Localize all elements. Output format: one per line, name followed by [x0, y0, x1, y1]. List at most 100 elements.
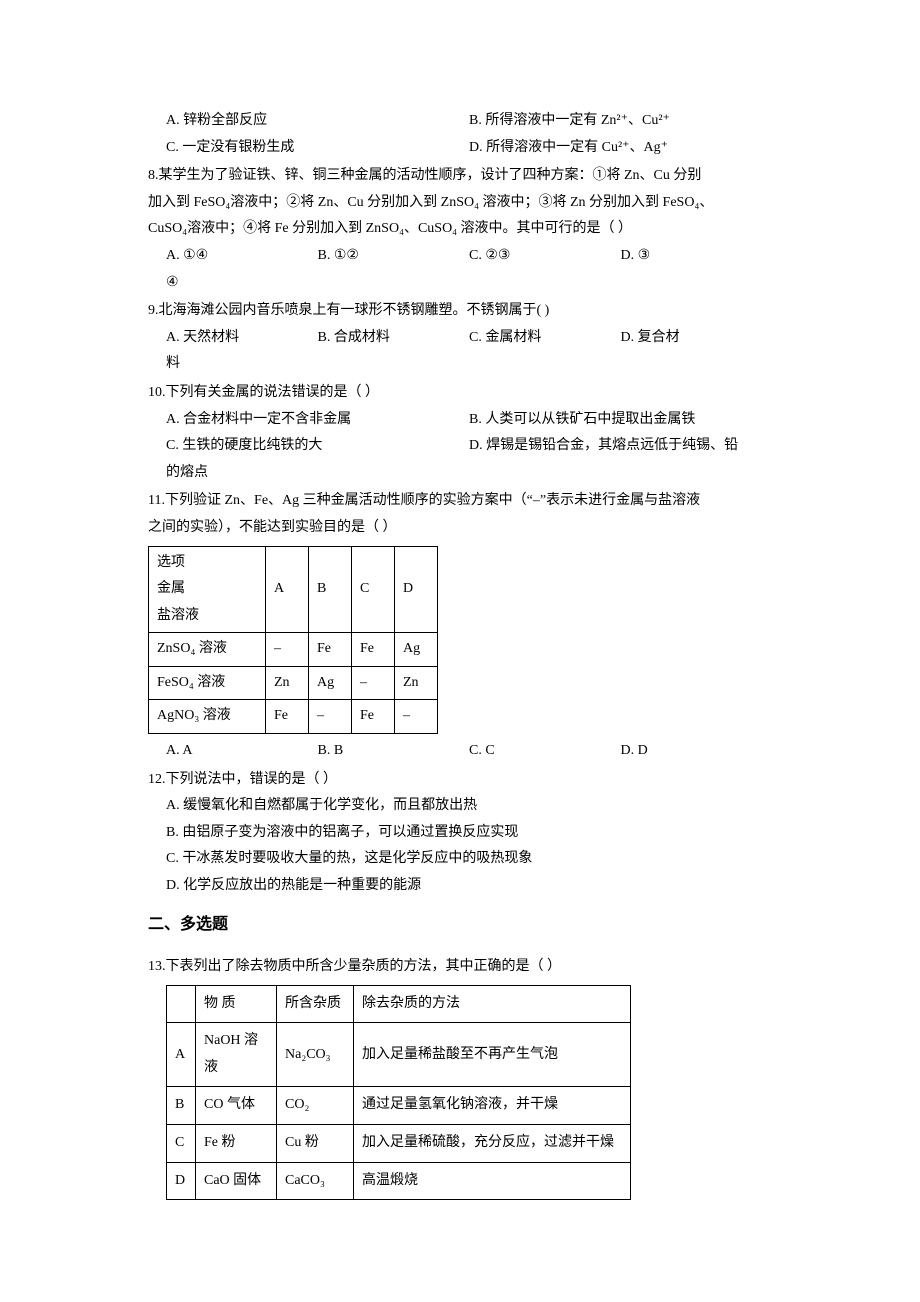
q8-stem-line2: 加入到 FeSO₄溶液中；②将 Zn、Cu 分别加入到 ZnSO₄ 溶液中；③将… — [148, 190, 772, 217]
q9-option-a: A. 天然材料 — [166, 325, 318, 352]
q11-option-a: A. A — [166, 738, 318, 765]
q8-option-b: B. ①② — [318, 243, 470, 270]
q12-option-d: D. 化学反应放出的热能是一种重要的能源 — [148, 873, 772, 900]
table-row: C Fe 粉 Cu 粉 加入足量稀硫酸，充分反应，过滤并干燥 — [167, 1124, 631, 1162]
q13-row-c-key: C — [167, 1124, 196, 1162]
q12: 12.下列说法中，错误的是（ ） A. 缓慢氧化和自燃都属于化学变化，而且都放出… — [148, 767, 772, 900]
q10-option-a: A. 合金材料中一定不含非金属 — [166, 407, 469, 434]
q12-stem: 12.下列说法中，错误的是（ ） — [148, 767, 772, 794]
q13-row-d-method: 高温煅烧 — [354, 1162, 631, 1200]
q11-row1-c: – — [352, 666, 395, 700]
q10-option-d-cont: 的熔点 — [148, 460, 772, 487]
q7-options: A. 锌粉全部反应 B. 所得溶液中一定有 Zn²⁺、Cu²⁺ C. 一定没有银… — [148, 108, 772, 161]
q11-row1-b: Ag — [309, 666, 352, 700]
q10-option-c: C. 生铁的硬度比纯铁的大 — [166, 433, 469, 460]
table-row: 选项 金属 盐溶液 A B C D — [149, 546, 438, 633]
q9: 9.北海海滩公园内音乐喷泉上有一球形不锈钢雕塑。不锈钢属于( ) A. 天然材料… — [148, 298, 772, 378]
q11-header-d: D — [395, 546, 438, 633]
q8-option-c: C. ②③ — [469, 243, 621, 270]
q11-row2-b: – — [309, 700, 352, 734]
table-row: AgNO₃ 溶液 Fe – Fe – — [149, 700, 438, 734]
q11-option-c: C. C — [469, 738, 621, 765]
q8-option-d-cont: ④ — [148, 270, 772, 297]
q9-option-b: B. 合成材料 — [318, 325, 470, 352]
table-row: A NaOH 溶液 Na₂CO₃ 加入足量稀盐酸至不再产生气泡 — [167, 1023, 631, 1087]
q11: 11.下列验证 Zn、Fe、Ag 三种金属活动性顺序的实验方案中（“–”表示未进… — [148, 488, 772, 764]
q12-option-b: B. 由铝原子变为溶液中的铝离子，可以通过置换反应实现 — [148, 820, 772, 847]
q7-option-a: A. 锌粉全部反应 — [166, 108, 469, 135]
q13-header-method: 除去杂质的方法 — [354, 985, 631, 1023]
table-row: 物 质 所含杂质 除去杂质的方法 — [167, 985, 631, 1023]
q13-table: 物 质 所含杂质 除去杂质的方法 A NaOH 溶液 Na₂CO₃ 加入足量稀盐… — [166, 985, 631, 1201]
q13-header-blank — [167, 985, 196, 1023]
q11-row0-c: Fe — [352, 633, 395, 667]
q7-option-b: B. 所得溶液中一定有 Zn²⁺、Cu²⁺ — [469, 108, 772, 135]
q8: 8.某学生为了验证铁、锌、铜三种金属的活动性顺序，设计了四种方案：①将 Zn、C… — [148, 163, 772, 296]
q13-row-c-sub: Fe 粉 — [196, 1124, 277, 1162]
q13-row-d-sub: CaO 固体 — [196, 1162, 277, 1200]
q12-option-a: A. 缓慢氧化和自燃都属于化学变化，而且都放出热 — [148, 793, 772, 820]
q11-row0-a: – — [266, 633, 309, 667]
q11-row2-c: Fe — [352, 700, 395, 734]
q11-stem-line2: 之间的实验），不能达到实验目的是（ ） — [148, 515, 772, 542]
q13-header-impurity: 所含杂质 — [277, 985, 354, 1023]
q11-row1-d: Zn — [395, 666, 438, 700]
q13-row-b-key: B — [167, 1087, 196, 1125]
q13-row-c-method: 加入足量稀硫酸，充分反应，过滤并干燥 — [354, 1124, 631, 1162]
q9-option-c: C. 金属材料 — [469, 325, 621, 352]
q7-option-d: D. 所得溶液中一定有 Cu²⁺、Ag⁺ — [469, 135, 772, 162]
q13-stem: 13.下表列出了除去物质中所含少量杂质的方法，其中正确的是（ ） — [148, 954, 772, 981]
q11-stem-line1: 11.下列验证 Zn、Fe、Ag 三种金属活动性顺序的实验方案中（“–”表示未进… — [148, 488, 772, 515]
q11-header-b: B — [309, 546, 352, 633]
exam-page: A. 锌粉全部反应 B. 所得溶液中一定有 Zn²⁺、Cu²⁺ C. 一定没有银… — [0, 0, 920, 1264]
q13-row-a-imp: Na₂CO₃ — [277, 1023, 354, 1087]
q7-option-c: C. 一定没有银粉生成 — [166, 135, 469, 162]
q13-row-b-imp: CO₂ — [277, 1087, 354, 1125]
q13-row-b-sub: CO 气体 — [196, 1087, 277, 1125]
q11-header-a: A — [266, 546, 309, 633]
q11-option-d: D. D — [621, 738, 773, 765]
q11-table: 选项 金属 盐溶液 A B C D ZnSO₄ 溶液 – Fe Fe Ag Fe… — [148, 546, 438, 735]
table-row: D CaO 固体 CaCO₃ 高温煅烧 — [167, 1162, 631, 1200]
q10-options: A. 合金材料中一定不含非金属 B. 人类可以从铁矿石中提取出金属铁 C. 生铁… — [148, 407, 772, 460]
q11-header-corner: 选项 金属 盐溶液 — [149, 546, 266, 633]
q10: 10.下列有关金属的说法错误的是（ ） A. 合金材料中一定不含非金属 B. 人… — [148, 380, 772, 486]
q8-stem-line1: 8.某学生为了验证铁、锌、铜三种金属的活动性顺序，设计了四种方案：①将 Zn、C… — [148, 163, 772, 190]
q13-row-b-method: 通过足量氢氧化钠溶液，并干燥 — [354, 1087, 631, 1125]
q13-row-d-key: D — [167, 1162, 196, 1200]
q11-option-b: B. B — [318, 738, 470, 765]
q11-row1-a: Zn — [266, 666, 309, 700]
q13-row-c-imp: Cu 粉 — [277, 1124, 354, 1162]
q11-options: A. A B. B C. C D. D — [148, 738, 772, 765]
q11-row0-label: ZnSO₄ 溶液 — [149, 633, 266, 667]
q11-row2-label: AgNO₃ 溶液 — [149, 700, 266, 734]
q8-option-a: A. ①④ — [166, 243, 318, 270]
q9-options: A. 天然材料 B. 合成材料 C. 金属材料 D. 复合材 — [148, 325, 772, 352]
q9-option-d: D. 复合材 — [621, 325, 773, 352]
q13: 13.下表列出了除去物质中所含少量杂质的方法，其中正确的是（ ） 物 质 所含杂… — [148, 954, 772, 1200]
q10-option-d: D. 焊锡是锡铅合金，其熔点远低于纯锡、铅 — [469, 433, 772, 460]
q9-option-d-cont: 料 — [148, 351, 772, 378]
q11-header-c: C — [352, 546, 395, 633]
q13-row-a-sub: NaOH 溶液 — [196, 1023, 277, 1087]
q11-row2-a: Fe — [266, 700, 309, 734]
q8-stem-line3: CuSO₄溶液中；④将 Fe 分别加入到 ZnSO₄、CuSO₄ 溶液中。其中可… — [148, 216, 772, 243]
q9-stem: 9.北海海滩公园内音乐喷泉上有一球形不锈钢雕塑。不锈钢属于( ) — [148, 298, 772, 325]
q13-row-a-key: A — [167, 1023, 196, 1087]
table-row: FeSO₄ 溶液 Zn Ag – Zn — [149, 666, 438, 700]
q11-row1-label: FeSO₄ 溶液 — [149, 666, 266, 700]
q10-option-b: B. 人类可以从铁矿石中提取出金属铁 — [469, 407, 772, 434]
q13-row-a-method: 加入足量稀盐酸至不再产生气泡 — [354, 1023, 631, 1087]
q13-row-d-imp: CaCO₃ — [277, 1162, 354, 1200]
table-row: B CO 气体 CO₂ 通过足量氢氧化钠溶液，并干燥 — [167, 1087, 631, 1125]
q11-row0-d: Ag — [395, 633, 438, 667]
q13-header-substance: 物 质 — [196, 985, 277, 1023]
q11-row2-d: – — [395, 700, 438, 734]
q10-stem: 10.下列有关金属的说法错误的是（ ） — [148, 380, 772, 407]
table-row: ZnSO₄ 溶液 – Fe Fe Ag — [149, 633, 438, 667]
q8-options: A. ①④ B. ①② C. ②③ D. ③ — [148, 243, 772, 270]
q8-option-d: D. ③ — [621, 243, 773, 270]
q12-option-c: C. 干冰蒸发时要吸收大量的热，这是化学反应中的吸热现象 — [148, 846, 772, 873]
q11-row0-b: Fe — [309, 633, 352, 667]
section-2-title: 二、多选题 — [148, 910, 772, 940]
